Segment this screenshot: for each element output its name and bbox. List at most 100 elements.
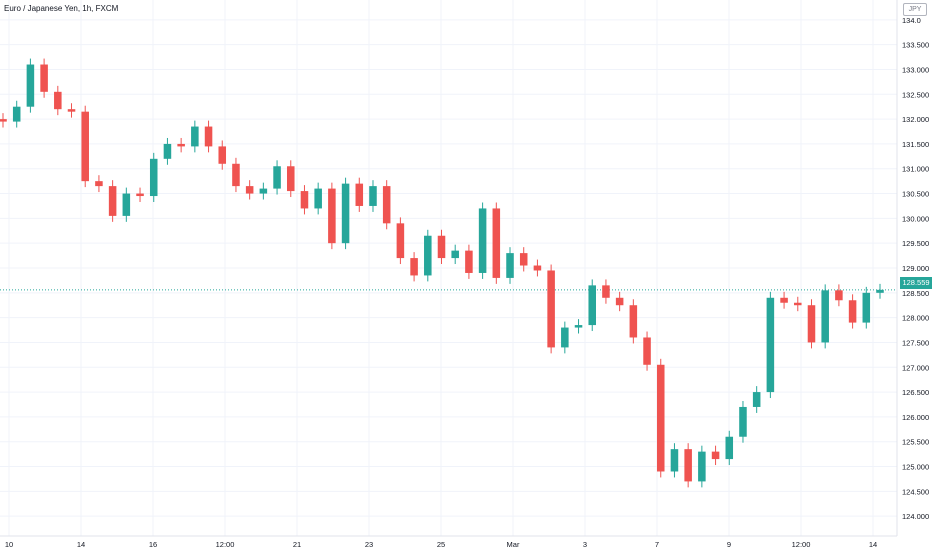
candle-body [273,166,281,189]
candle [492,202,501,284]
candle-body [396,223,405,259]
candle [149,152,158,202]
candle-body [300,191,309,209]
candle [163,137,172,165]
candle [766,291,775,399]
candle [382,180,391,230]
x-tick-label: 10 [5,540,13,549]
x-tick-label: 23 [365,540,373,549]
candle-body [533,265,542,271]
candle [396,217,405,265]
candle [108,180,117,222]
candle-body [95,181,103,187]
candle-body [424,235,432,276]
y-tick-label: 128.000 [902,314,929,323]
candle-body [259,188,268,194]
candle-body [81,111,89,182]
candle [698,445,706,488]
y-tick-label: 124.000 [902,512,929,521]
candle-body [218,146,227,164]
candle [725,430,734,466]
candle [437,229,446,265]
candle [876,283,884,299]
candle [780,291,788,309]
candle [0,113,7,128]
candle-body [355,183,364,206]
y-axis: 124.000 124.500 125.000 125.500 126.000 126.5… [902,16,929,521]
candle-body [643,337,651,365]
candle [643,331,651,371]
y-tick-label: 126.000 [902,413,929,422]
chart-title: Euro / Japanese Yen, 1h, FXCM [4,4,119,13]
y-tick-label: 130.500 [902,190,929,199]
candle [12,100,21,128]
grid [0,0,897,536]
candle [519,247,528,272]
candle [191,120,199,153]
candle [136,187,144,202]
y-tick-label: 132.500 [902,90,929,99]
candle [629,299,638,344]
candle-body [780,297,788,303]
candle-body [670,449,679,472]
x-tick-label: 12:00 [216,540,235,549]
x-tick-label: 9 [727,540,731,549]
candle-body [561,327,569,348]
y-tick-label: 131.500 [902,140,929,149]
candle-body [547,270,555,348]
candle [40,58,48,98]
candle [588,279,597,332]
candle [615,291,624,312]
candle-body [465,250,473,273]
candle [122,187,131,222]
candle-body [602,285,610,298]
candle-body [656,364,665,472]
candle [424,229,432,282]
candle [862,286,871,329]
y-tick-label: 125.000 [902,463,929,472]
x-tick-label: 16 [149,540,157,549]
candle-body [149,158,158,197]
candle-body [286,166,295,192]
y-tick-label: 128.500 [902,289,929,298]
last-price-tag: 128.559 [900,277,932,289]
candle [81,105,89,188]
candle-body [835,290,843,301]
x-tick-label: 14 [869,540,877,549]
candle-body [766,297,775,393]
candle [465,244,473,279]
candle-body [492,208,501,278]
candle [533,259,542,277]
candle [273,160,281,195]
candle [574,319,583,334]
candle-body [26,64,35,107]
candle-body [341,183,350,244]
candle-body [204,126,213,147]
candle [684,443,692,488]
candle [547,264,555,354]
y-tick-label: 133.500 [902,41,929,50]
y-tick-label: 129.500 [902,239,929,248]
candle-body [163,143,172,159]
candle [204,120,213,153]
candle-body [862,292,871,323]
candle [794,296,802,312]
candle-body [574,325,583,328]
candle [245,180,254,200]
candle-body [711,451,720,460]
candle [739,401,747,443]
candle-body [848,300,857,323]
candle [67,103,76,118]
currency-badge[interactable]: JPY [903,3,927,16]
candle [602,279,610,304]
y-tick-label: 125.500 [902,438,929,447]
candle [451,244,459,265]
candle [835,284,843,307]
candle [821,284,829,349]
candle [561,321,569,354]
candle-body [739,406,747,437]
candle-body [108,186,117,216]
candle-body [615,297,624,306]
candle-body [629,305,638,338]
